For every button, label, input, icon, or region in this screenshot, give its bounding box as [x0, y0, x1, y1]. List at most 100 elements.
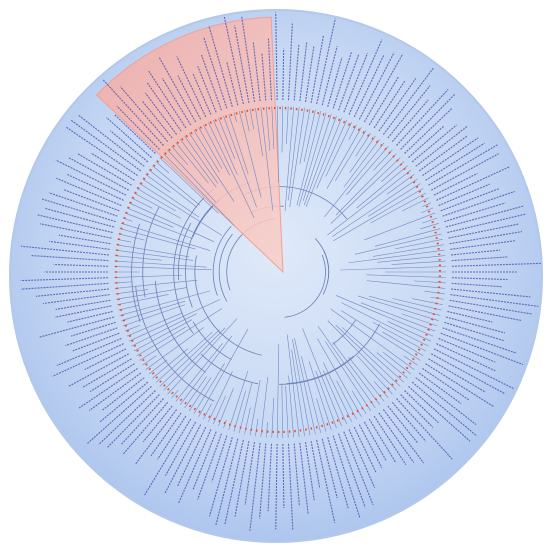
leaf-label	[387, 405, 418, 444]
leaf-label	[431, 353, 506, 395]
branch-line	[330, 157, 401, 224]
branch-line	[152, 348, 189, 379]
branch-line	[332, 342, 381, 405]
branch-line	[317, 326, 376, 409]
leaf-label	[54, 305, 112, 318]
depth-ring	[114, 106, 442, 434]
branch-line	[374, 228, 441, 247]
branch-line	[118, 233, 145, 241]
leaf-label	[316, 18, 336, 105]
branch-line	[148, 359, 168, 375]
branch-line	[289, 107, 305, 208]
branch-line	[422, 217, 438, 224]
leaf-label	[192, 72, 212, 115]
leaf-label	[120, 398, 164, 445]
branch-line	[167, 149, 217, 203]
leaf-label	[282, 443, 285, 508]
branch-line	[324, 142, 385, 218]
branch-line	[128, 202, 215, 243]
branch-line	[281, 384, 284, 438]
branch-line	[188, 132, 235, 202]
leaf-label	[282, 48, 285, 101]
branch-line	[255, 107, 263, 157]
leaf-label	[310, 441, 321, 489]
branch-line	[335, 324, 401, 387]
leaf-label	[428, 358, 486, 393]
branch-line	[233, 390, 247, 432]
branch-line	[131, 313, 197, 347]
leaf-label	[275, 12, 278, 101]
leaf-label	[378, 412, 415, 464]
branch-arc	[194, 255, 262, 356]
branch-line	[145, 327, 204, 370]
branch-line	[198, 328, 249, 417]
leaf-label	[450, 240, 516, 250]
leaf-label	[48, 192, 118, 217]
leaf-label	[448, 305, 522, 321]
leaf-label	[449, 299, 533, 315]
leaf-label	[449, 231, 523, 245]
leaf-label	[177, 426, 207, 486]
branch-line	[213, 395, 227, 425]
branch-line	[115, 249, 194, 261]
leaf-label	[415, 125, 468, 167]
branch-line	[316, 398, 327, 432]
branch-arc	[135, 286, 215, 402]
leaf-label	[88, 372, 142, 412]
branch-line	[355, 132, 372, 157]
leaf-label	[316, 439, 336, 523]
leaf-label	[304, 45, 315, 102]
leaf-label	[66, 173, 124, 201]
branch-line	[121, 300, 186, 321]
branch-line	[356, 355, 393, 395]
branch-arc	[142, 206, 160, 298]
branch-line	[373, 244, 444, 257]
leaf-label	[368, 418, 397, 464]
branch-line	[114, 274, 182, 278]
branch-line	[203, 403, 212, 420]
branch-line	[249, 379, 261, 436]
leaf-label	[55, 299, 111, 310]
branch-line	[142, 355, 157, 366]
leaf-label	[445, 316, 506, 334]
leaf-label	[261, 52, 267, 101]
branch-line	[228, 114, 249, 174]
branch-line	[114, 279, 198, 289]
leaf-label	[451, 249, 501, 256]
branch-line	[203, 124, 230, 176]
leaf-label	[116, 105, 160, 150]
leaf-label	[400, 394, 434, 428]
branch-line	[336, 380, 357, 420]
branch-line	[377, 255, 446, 263]
leaf-label	[87, 385, 152, 444]
leaf-label	[89, 363, 135, 393]
branch-line	[401, 313, 438, 327]
branch-line	[265, 422, 268, 438]
branch-line	[126, 207, 174, 228]
branch-line	[366, 280, 446, 289]
branch-line	[114, 266, 212, 271]
branch-line	[249, 108, 255, 130]
branch-line	[136, 326, 187, 357]
branch-line	[368, 183, 421, 217]
leaf-label	[396, 89, 449, 146]
branch-line	[122, 304, 186, 327]
leaf-label	[404, 107, 453, 154]
leaf-label	[391, 99, 429, 143]
branch-line	[315, 370, 337, 429]
branch-line	[208, 122, 255, 218]
leaf-label	[442, 190, 515, 217]
leaf-label	[99, 381, 149, 423]
branch-line	[360, 302, 436, 332]
branch-line	[341, 326, 405, 383]
leaf-label	[55, 159, 127, 196]
leaf-label	[208, 25, 233, 107]
branch-line	[292, 339, 311, 436]
leaf-label	[71, 321, 116, 337]
branch-line	[119, 290, 210, 316]
leaf-label	[141, 100, 173, 139]
branch-line	[233, 112, 237, 123]
branch-line	[387, 174, 415, 195]
leaf-label	[56, 337, 122, 367]
